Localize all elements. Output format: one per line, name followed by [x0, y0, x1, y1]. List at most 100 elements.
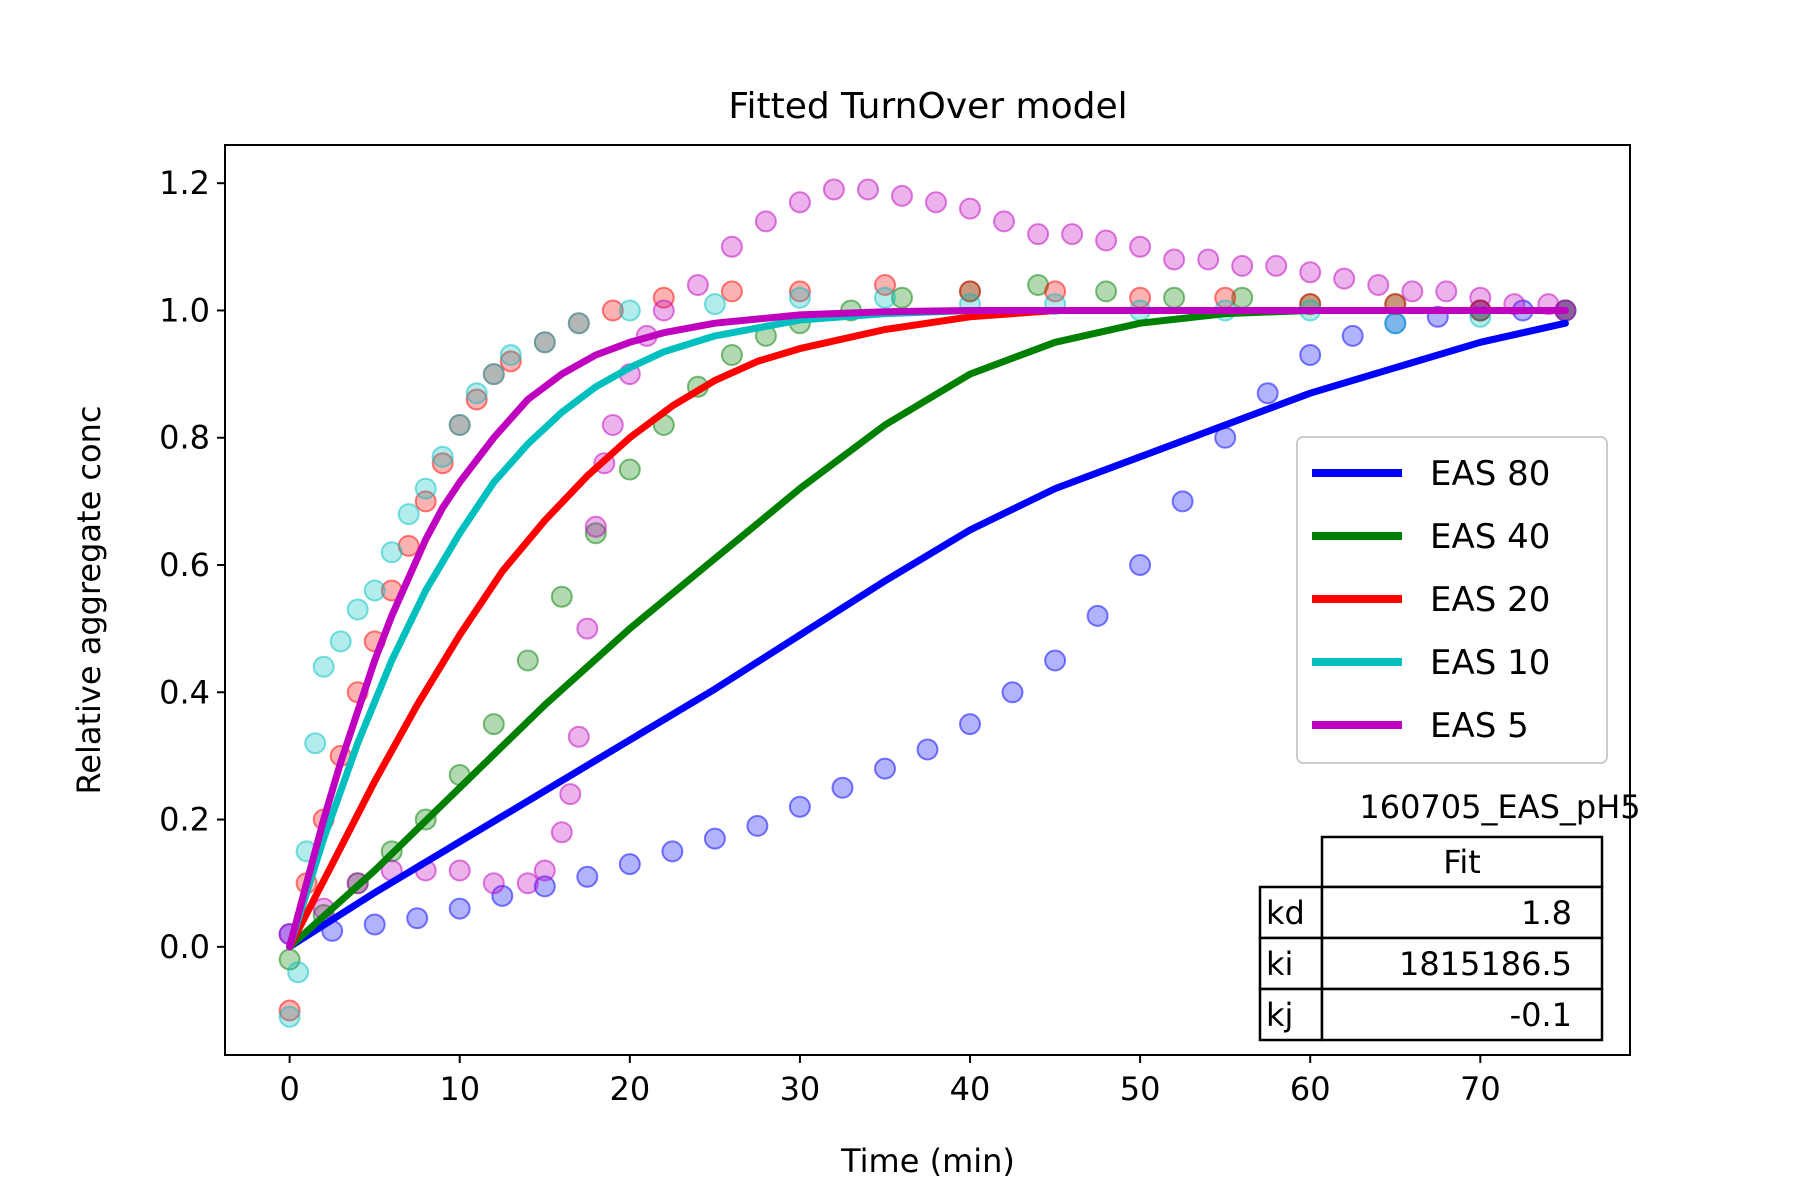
- data-point: [1129, 554, 1152, 576]
- data-point: [1001, 681, 1024, 704]
- data-point: [788, 280, 811, 303]
- data-point: [1299, 261, 1322, 284]
- y-tick-label: 0.8: [159, 419, 210, 457]
- data-point: [482, 872, 505, 895]
- chart-title: Fitted TurnOver model: [728, 86, 1127, 127]
- data-point: [618, 853, 641, 876]
- data-point: [891, 184, 913, 207]
- data-point: [482, 363, 505, 386]
- data-point: [993, 210, 1015, 233]
- table-row-value: 1.8: [1521, 894, 1572, 932]
- data-point: [278, 1005, 301, 1028]
- y-tick-label: 0.2: [159, 801, 210, 839]
- y-tick-label: 0.6: [159, 546, 210, 584]
- data-point: [550, 821, 573, 844]
- table-label-cell: [1258, 936, 1324, 991]
- legend-label: EAS 40: [1430, 517, 1550, 557]
- data-point: [720, 235, 743, 258]
- legend-label: EAS 10: [1430, 643, 1550, 683]
- fit-lines: [286, 307, 1569, 951]
- x-tick-label: 60: [1290, 1070, 1331, 1108]
- data-point: [363, 913, 386, 936]
- data-point: [703, 293, 726, 316]
- x-tick-label: 10: [439, 1070, 480, 1108]
- fit-line: [286, 319, 1569, 951]
- data-point: [1469, 286, 1492, 309]
- data-point: [746, 814, 769, 837]
- data-point: [1367, 274, 1390, 296]
- x-tick-label: 50: [1120, 1070, 1161, 1108]
- table-column-header: Fit: [1443, 843, 1481, 881]
- data-point: [576, 865, 599, 888]
- data-point: [363, 579, 386, 602]
- data-point: [1095, 280, 1118, 303]
- data-point: [857, 178, 879, 201]
- data-point: [1044, 649, 1067, 672]
- data-point: [959, 713, 981, 736]
- data-point: [1129, 235, 1152, 258]
- table-header-cell: [1320, 835, 1604, 889]
- data-point: [465, 382, 488, 405]
- table-row-label: kj: [1266, 996, 1293, 1034]
- legend-label: EAS 5: [1430, 706, 1529, 746]
- data-point: [533, 859, 556, 882]
- data-point: [788, 286, 811, 309]
- data-point: [1231, 254, 1254, 277]
- data-point: [1163, 248, 1186, 271]
- data-point: [482, 713, 505, 736]
- table-value-cell: [1320, 885, 1604, 940]
- table-row-label: kd: [1266, 894, 1305, 932]
- data-point: [406, 907, 429, 930]
- plot-frame: [224, 144, 1631, 1056]
- x-tick-label: 20: [609, 1070, 650, 1108]
- data-point: [1265, 254, 1288, 277]
- y-tick-label: 1.0: [159, 291, 210, 329]
- data-point: [584, 522, 607, 545]
- data-point: [448, 414, 471, 436]
- data-point: [601, 299, 624, 322]
- data-point: [1171, 490, 1194, 513]
- data-point: [874, 286, 896, 309]
- data-point: [1384, 312, 1407, 335]
- data-point: [533, 331, 556, 354]
- y-axis-label: Relative aggregate conc: [70, 406, 108, 795]
- data-point: [278, 999, 301, 1022]
- data-point: [916, 738, 939, 761]
- data-point: [499, 350, 522, 373]
- data-point: [652, 299, 675, 322]
- data-point: [304, 732, 327, 755]
- y-tick-label: 0.4: [159, 673, 210, 711]
- data-point: [1401, 280, 1424, 303]
- data-point: [1027, 223, 1050, 246]
- data-point: [431, 452, 454, 475]
- data-point: [287, 961, 310, 984]
- data-point: [559, 783, 582, 806]
- legend-label: EAS 80: [1430, 454, 1550, 494]
- data-point: [380, 541, 403, 564]
- data-point: [788, 191, 811, 214]
- data-point: [788, 795, 811, 818]
- data-point: [1095, 229, 1118, 252]
- x-axis-label: Time (min): [840, 1142, 1015, 1180]
- legend: EAS 80 EAS 40 EAS 20 EAS 10 EAS 5: [1296, 436, 1608, 764]
- data-point: [550, 585, 573, 608]
- data-point: [874, 757, 896, 780]
- x-tick-label: 0: [279, 1070, 299, 1108]
- data-point: [499, 344, 522, 366]
- data-point: [1435, 280, 1458, 303]
- data-point: [1341, 324, 1364, 347]
- parameter-table: 160705_EAS_pH5 Fit kd 1.8 ki 1815186.5 kj -0.…: [1258, 788, 1641, 1042]
- data-point: [329, 630, 352, 653]
- data-point: [1299, 344, 1322, 366]
- fit-line: [286, 307, 1569, 951]
- data-point: [1333, 267, 1356, 290]
- data-point: [414, 477, 437, 500]
- y-tick-label: 1.2: [159, 164, 210, 202]
- data-point: [465, 388, 488, 411]
- data-point: [312, 655, 335, 678]
- data-point: [703, 827, 726, 850]
- legend-frame: [1296, 436, 1608, 764]
- table-row-value: 1815186.5: [1399, 945, 1572, 983]
- data-point: [925, 191, 947, 214]
